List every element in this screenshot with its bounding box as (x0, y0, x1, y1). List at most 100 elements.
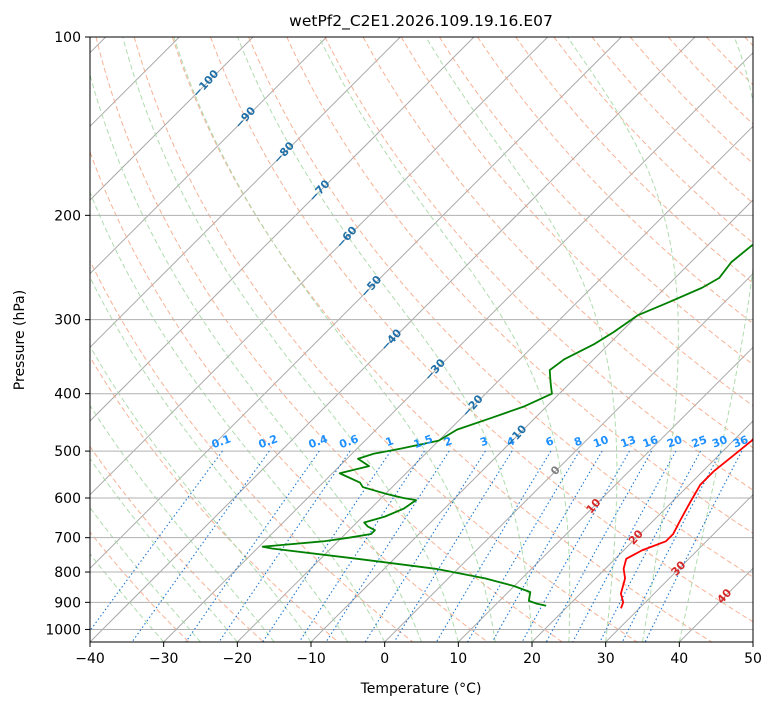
grid-layer (90, 37, 753, 642)
isotherm-line (90, 37, 475, 422)
moist-adiabat-line (90, 345, 312, 642)
mixing-ratio-line (521, 450, 630, 642)
mixing-ratio-label: 0.6 (338, 432, 361, 451)
mixing-ratio-label: 25 (690, 433, 709, 450)
moist-adiabat-line (237, 37, 533, 642)
mixing-ratio-line (131, 450, 270, 642)
dry-adiabat-line (90, 356, 339, 642)
dry-adiabat-line (439, 37, 753, 366)
x-tick-label: −40 (75, 651, 105, 667)
dry-adiabat-line (362, 37, 753, 449)
axis-layer: −40 −30 −20 −10 0 10 20 30 40 5010020030040050060… (45, 30, 762, 667)
moist-adiabat-line (173, 37, 496, 642)
isotherm-line (457, 346, 753, 642)
mixing-ratio-label: 0.1 (210, 432, 233, 451)
y-tick-label: 1000 (45, 622, 81, 638)
x-axis-title: Temperature (°C) (360, 681, 482, 697)
mixing-ratio-line (572, 450, 677, 642)
moist-adiabat-line (90, 276, 349, 642)
dry-adiabat-line (324, 37, 753, 491)
isotherm-line (236, 125, 753, 642)
x-tick-label: −10 (296, 651, 326, 667)
chart-title: wetPf2_C2E1.2026.109.19.16.E07 (289, 12, 553, 31)
moist-adiabat-line (567, 37, 679, 642)
y-tick-label: 800 (54, 565, 81, 581)
mixing-ratio-label: 3 (478, 434, 490, 449)
y-tick-label: 500 (54, 444, 81, 460)
isotherm-line (163, 51, 753, 642)
mixing-ratio-label: 36 (731, 433, 750, 451)
mixing-ratio-label: 1 (384, 434, 396, 449)
dry-adiabat-line (515, 37, 753, 284)
mixing-ratio-line (185, 450, 320, 642)
isotherm-line (90, 37, 401, 349)
mixing-ratio-label: 2 (442, 434, 454, 449)
mixing-ratio-label: 10 (591, 433, 610, 451)
dry-adiabat-line (133, 37, 638, 642)
x-tick-label: −20 (223, 651, 253, 667)
y-tick-label: 400 (54, 387, 81, 403)
mixing-ratio-label: 1.5 (412, 432, 435, 451)
mixing-ratio-label: 8 (572, 434, 584, 449)
x-tick-label: 10 (449, 651, 467, 667)
mixing-ratio-line (393, 450, 513, 642)
y-tick-label: 200 (54, 208, 81, 224)
dry-adiabat-line (90, 259, 414, 642)
isotherm-line (90, 37, 549, 496)
mixing-ratio-label: 0.2 (257, 432, 280, 451)
moist-adiabat-line (90, 506, 201, 642)
isotherm-line (605, 493, 753, 642)
plot-frame (89, 36, 754, 643)
mixing-ratio-line (599, 450, 702, 642)
mixing-ratio-line (467, 450, 580, 642)
dry-adiabat-line (629, 37, 753, 165)
x-tick-label: 30 (597, 651, 615, 667)
moist-adiabat-line (90, 404, 275, 642)
mixing-ratio-line (218, 450, 351, 642)
y-tick-label: 300 (54, 313, 81, 329)
y-tick-label: 600 (54, 491, 81, 507)
moist-adiabat-line (318, 37, 571, 642)
mixing-ratio-line (435, 450, 552, 642)
mixing-ratio-line (621, 450, 722, 642)
mixing-ratio-label: 13 (619, 433, 638, 450)
x-tick-label: 0 (380, 651, 389, 667)
dry-adiabat-line (400, 37, 753, 407)
dry-adiabat-line (248, 37, 753, 578)
y-tick-label: 100 (54, 30, 81, 46)
data-layer (261, 243, 753, 609)
mixing-ratio-label: 6 (544, 434, 556, 449)
isotherm-line (90, 37, 328, 275)
mixing-ratio-line (545, 450, 653, 642)
y-tick-label: 900 (54, 595, 81, 611)
dry-adiabat-line (171, 37, 712, 642)
mixing-ratio-label: 20 (665, 433, 684, 451)
isotherm-line (90, 37, 622, 570)
x-tick-label: 50 (744, 651, 762, 667)
temperature-trace (620, 437, 753, 609)
isotherm-line (531, 420, 753, 642)
dry-adiabat-line (90, 445, 264, 642)
x-tick-label: 20 (523, 651, 541, 667)
moist-adiabat-line (90, 457, 238, 642)
mixing-ratio-label: 16 (641, 433, 660, 451)
isotherm-line (752, 641, 753, 642)
mixing-ratio-line (491, 450, 603, 642)
y-axis-title: Pressure (hPa) (12, 290, 28, 390)
plot-background (90, 37, 753, 642)
moist-adiabat-line (90, 72, 422, 642)
dry-adiabat-line (286, 37, 753, 534)
mixing-ratio-label: 0.4 (307, 432, 330, 451)
isotherm-line (384, 272, 753, 642)
mixing-ratio-label: 30 (710, 433, 729, 451)
x-tick-label: −30 (149, 651, 179, 667)
moist-adiabat-line (122, 37, 459, 642)
dry-adiabat-line (553, 37, 753, 244)
mixing-ratio-label: 4 (505, 434, 517, 449)
dry-adiabat-line (95, 37, 563, 642)
x-tick-label: 40 (670, 651, 688, 667)
y-tick-label: 700 (54, 531, 81, 547)
dry-adiabat-line (210, 37, 753, 623)
isotherm-line (90, 37, 254, 201)
